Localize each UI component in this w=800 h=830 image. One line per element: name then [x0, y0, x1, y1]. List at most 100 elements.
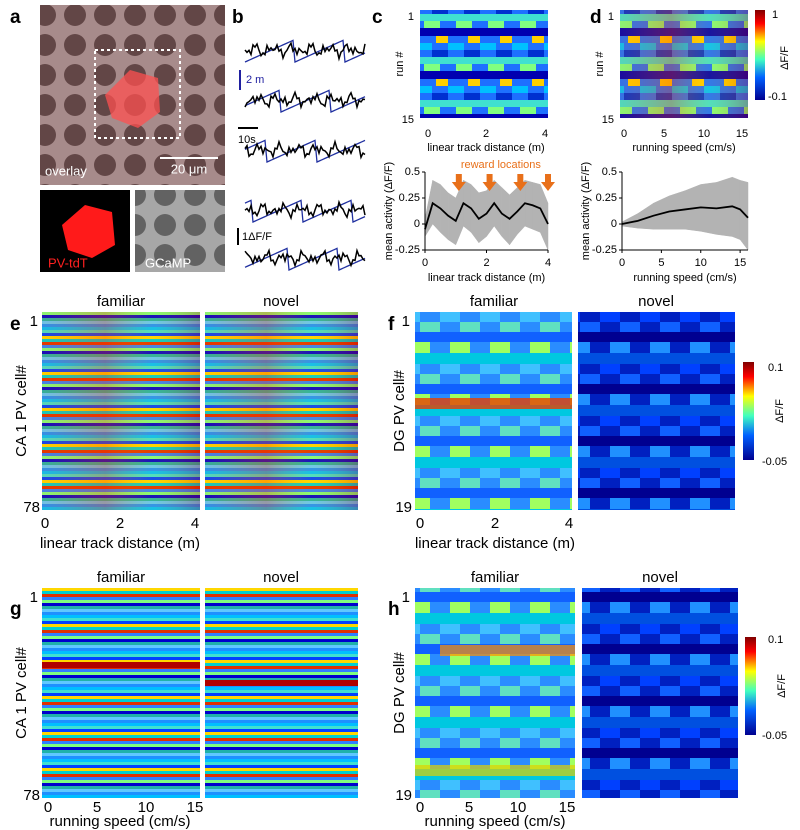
activity-trace [244, 90, 366, 110]
heatmap-title: novel [642, 569, 678, 586]
x-tick-label: 5 [465, 799, 473, 816]
y-tick-label: 0.5 [405, 166, 420, 178]
y-tick-label: 1 [408, 11, 414, 23]
x-tick-label: 10 [695, 257, 707, 269]
y-tick-label: 0.25 [399, 192, 420, 204]
y-tick-label: 19 [395, 787, 412, 804]
x-tick-label: 2 [483, 257, 489, 269]
activity-trace [244, 138, 366, 160]
mean-line [621, 205, 749, 225]
heatmap-title: novel [638, 293, 674, 310]
x-tick-label: 10 [698, 128, 710, 140]
x-label: linear track distance (m) [40, 535, 200, 552]
y-tick-label: 78 [23, 499, 40, 516]
y-label: DG PV cell# [391, 651, 408, 733]
x-tick-label: 0 [619, 257, 625, 269]
y-tick-label: 1 [30, 589, 38, 606]
y-tick-label: 1 [608, 11, 614, 23]
panel-label: a [10, 7, 21, 28]
position-trace [244, 199, 366, 223]
heatmap-title: familiar [471, 569, 519, 586]
colorbar [755, 10, 765, 100]
heatmap [420, 10, 548, 118]
y-tick-label: 78 [23, 787, 40, 804]
x-label: linear track distance (m) [415, 535, 575, 552]
heatmap-row [415, 398, 572, 409]
y-label: run # [594, 51, 606, 77]
heatmap-title: novel [263, 293, 299, 310]
position-trace [244, 247, 366, 271]
x-tick-label: 0 [425, 128, 431, 140]
gcamp-tint [135, 190, 225, 272]
scale-label: 2 m [246, 74, 264, 86]
panel-label: e [10, 314, 21, 335]
panel-label: b [232, 7, 244, 28]
x-label: running speed (cm/s) [50, 813, 191, 830]
gcamp-image [135, 190, 225, 272]
mean-line [424, 201, 549, 230]
reward-arrow [451, 174, 466, 191]
x-tick-label: 2 [116, 515, 124, 532]
x-tick-label: 15 [734, 257, 746, 269]
heatmap-shade [42, 312, 200, 510]
y-tick-label: 15 [402, 114, 414, 126]
heatmap [42, 588, 200, 798]
y-tick-label: 1 [402, 589, 410, 606]
heatmap-shade [205, 312, 358, 510]
colorbar-label: -0.1 [768, 91, 787, 103]
colorbar-label: 0.1 [768, 362, 783, 374]
y-tick-label: 1 [402, 313, 410, 330]
panel-label: h [388, 599, 400, 620]
y-tick-label: 0 [611, 218, 617, 230]
annotation: reward locations [461, 159, 542, 171]
colorbar-label: -0.05 [762, 456, 787, 468]
x-tick-label: 5 [93, 799, 101, 816]
colorbar-label: 1 [772, 9, 778, 21]
x-tick-label: 5 [661, 128, 667, 140]
x-tick-label: 4 [191, 515, 199, 532]
x-tick-label: 0 [621, 128, 627, 140]
reward-arrow [513, 174, 528, 191]
x-tick-label: 10 [138, 799, 155, 816]
heatmap [415, 312, 572, 510]
y-tick-label: 1 [30, 313, 38, 330]
y-label: mean activity (ΔF/F) [383, 162, 395, 260]
cell [62, 205, 115, 258]
reward-arrow [482, 174, 497, 191]
x-tick-label: 4 [545, 257, 551, 269]
x-tick-label: 0 [416, 515, 424, 532]
scale-label: 10s [238, 134, 256, 146]
heatmap-title: familiar [470, 293, 518, 310]
colorbar [743, 362, 754, 460]
heatmap-title: familiar [97, 293, 145, 310]
y-label: DG PV cell# [391, 369, 408, 451]
x-tick-label: 2 [483, 128, 489, 140]
heatmap [205, 588, 358, 798]
x-tick-label: 4 [542, 128, 548, 140]
colorbar-title: ΔF/F [776, 674, 788, 698]
panel-label: c [372, 7, 383, 28]
x-label: running speed (cm/s) [425, 813, 566, 830]
y-tick-label: 0.5 [602, 166, 617, 178]
heatmap-row [42, 662, 200, 668]
heatmap [415, 588, 575, 798]
colorbar-label: -0.05 [762, 730, 787, 742]
heatmap-title: familiar [97, 569, 145, 586]
colorbar-title: ΔF/F [774, 399, 786, 423]
roi-box [94, 49, 181, 139]
reward-arrow [541, 174, 555, 191]
heatmap [578, 312, 735, 510]
activity-trace [244, 199, 366, 221]
y-tick-label: 0 [414, 218, 420, 230]
y-tick-label: 15 [602, 114, 614, 126]
heatmap-row [205, 680, 358, 686]
x-tick-label: 4 [565, 515, 573, 532]
x-tick-label: 15 [736, 128, 748, 140]
x-tick-label: 15 [559, 799, 576, 816]
panel-label: g [10, 599, 22, 620]
x-label: linear track distance (m) [428, 272, 545, 284]
x-label: linear track distance (m) [427, 142, 544, 154]
colorbar-label: 0.1 [768, 634, 783, 646]
